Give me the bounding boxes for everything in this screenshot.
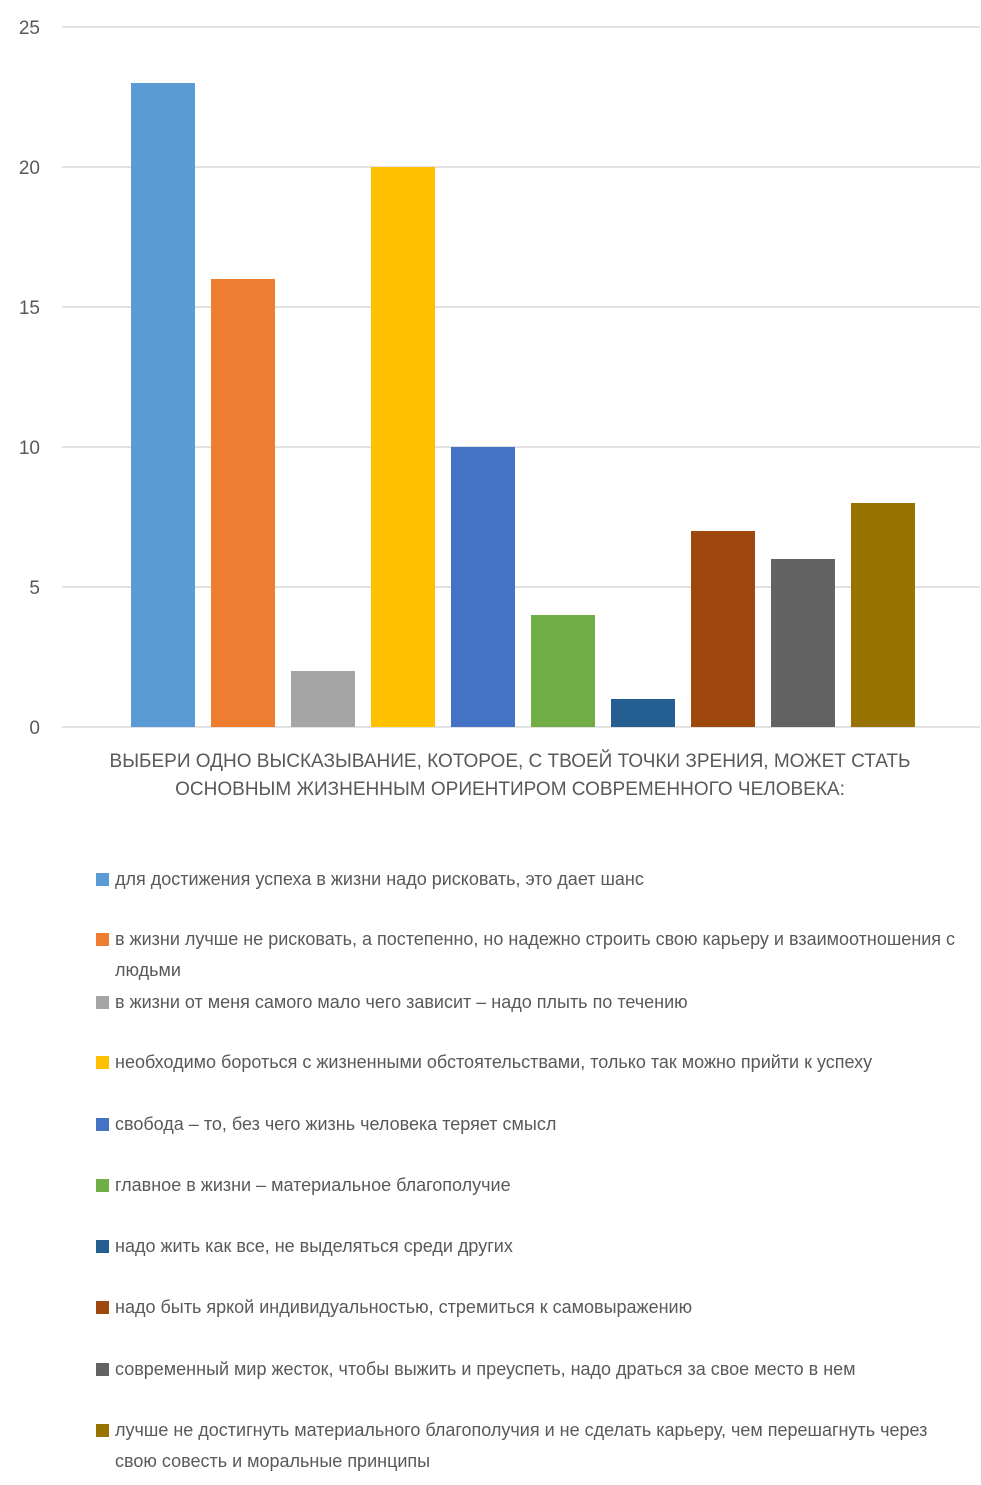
y-tick-label: 15 — [19, 298, 40, 319]
legend-item: необходимо бороться с жизненными обстоят… — [96, 1047, 965, 1078]
legend-label: надо жить как все, не выделяться среди д… — [115, 1236, 513, 1256]
y-tick-label: 20 — [19, 158, 40, 179]
legend-item: современный мир жесток, чтобы выжить и п… — [96, 1354, 965, 1385]
legend-item: надо быть яркой индивидуальностью, стрем… — [96, 1292, 965, 1323]
legend-label: современный мир жесток, чтобы выжить и п… — [115, 1359, 856, 1379]
bar-9 — [771, 559, 835, 727]
legend-item: в жизни от меня самого мало чего зависит… — [96, 987, 965, 1018]
legend-item: для достижения успеха в жизни надо риско… — [96, 864, 965, 895]
legend-swatch — [96, 1424, 109, 1437]
bars — [131, 83, 915, 727]
legend-label: лучше не достигнуть материального благоп… — [115, 1420, 928, 1471]
bar-2 — [211, 279, 275, 727]
legend-label: главное в жизни – материальное благополу… — [115, 1175, 511, 1195]
gridlines — [62, 26, 980, 728]
legend-swatch — [96, 933, 109, 946]
legend-swatch — [96, 1118, 109, 1131]
legend-swatch — [96, 1363, 109, 1376]
bar-1 — [131, 83, 195, 727]
legend-label: необходимо бороться с жизненными обстоят… — [115, 1052, 873, 1072]
legend-item: свобода – то, без чего жизнь человека те… — [96, 1109, 965, 1140]
legend-swatch — [96, 1179, 109, 1192]
legend-item: главное в жизни – материальное благополу… — [96, 1170, 965, 1201]
legend-label: для достижения успеха в жизни надо риско… — [115, 869, 644, 889]
y-tick-label: 5 — [29, 578, 40, 599]
bar-7 — [611, 699, 675, 727]
legend-swatch — [96, 1056, 109, 1069]
bar-5 — [451, 447, 515, 727]
y-axis-ticks: 0 5 10 15 20 25 — [19, 18, 40, 739]
legend-swatch — [96, 1301, 109, 1314]
legend-label: свобода – то, без чего жизнь человека те… — [115, 1114, 557, 1134]
bar-4 — [371, 167, 435, 727]
y-tick-label: 0 — [29, 718, 40, 739]
bar-10 — [851, 503, 915, 727]
y-tick-label: 10 — [19, 438, 40, 459]
legend-item: лучше не достигнуть материального благоп… — [96, 1415, 965, 1477]
bar-chart: 0 5 10 15 20 25 — [19, 18, 980, 739]
bar-6 — [531, 615, 595, 727]
legend-swatch — [96, 996, 109, 1009]
legend-item: надо жить как все, не выделяться среди д… — [96, 1231, 965, 1262]
legend-label: в жизни от меня самого мало чего зависит… — [115, 992, 688, 1012]
bar-8 — [691, 531, 755, 727]
y-tick-label: 25 — [19, 18, 40, 39]
bar-3 — [291, 671, 355, 727]
x-axis-title: ВЫБЕРИ ОДНО ВЫСКАЗЫВАНИЕ, КОТОРОЕ, С ТВО… — [109, 751, 911, 800]
legend-label: в жизни лучше не рисковать, а постепенно… — [115, 929, 956, 980]
legend-item: в жизни лучше не рисковать, а постепенно… — [96, 924, 965, 986]
legend-swatch — [96, 873, 109, 886]
legend-label: надо быть яркой индивидуальностью, стрем… — [115, 1297, 693, 1317]
legend-swatch — [96, 1240, 109, 1253]
